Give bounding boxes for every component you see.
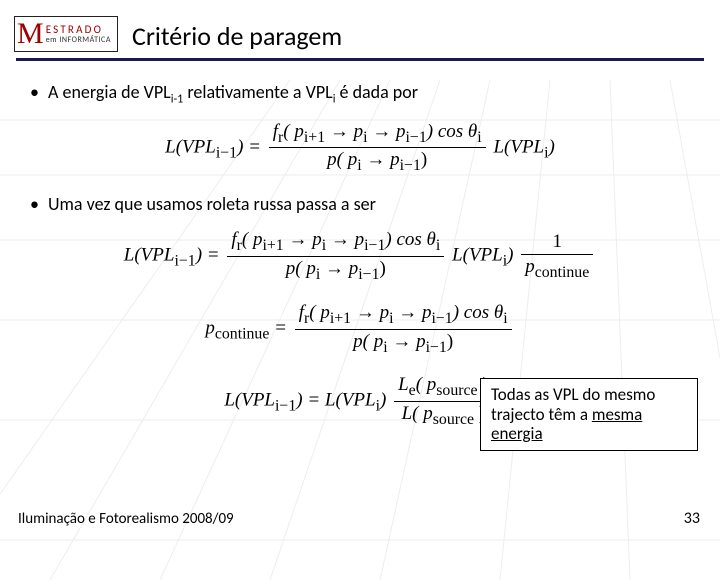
header: M ESTRADO em INFORMÁTICA Critério de par… xyxy=(0,0,720,58)
logo-line2: em INFORMÁTICA xyxy=(46,36,111,44)
page-title: Critério de paragem xyxy=(132,20,342,52)
formula-2: L(VPLi−1) = fr( pi+1 → pi → pi−1) cos θi… xyxy=(30,229,690,284)
formula-1: L(VPLi−1) = fr( pi+1 → pi → pi−1) cos θi… xyxy=(30,121,690,176)
footer-left: Iluminação e Fotorealismo 2008/09 xyxy=(18,510,234,528)
content: • A energia de VPLi-1 relativamente a VP… xyxy=(0,61,720,429)
b1-text: A energia de VPL xyxy=(48,81,171,103)
note-box: Todas as VPL do mesmo trajecto têm a mes… xyxy=(480,378,698,451)
logo-m: M xyxy=(17,19,44,49)
formula-3: pcontinue = fr( pi+1 → pi → pi−1) cos θi… xyxy=(30,302,690,357)
logo-line1: ESTRADO xyxy=(46,24,111,35)
page-number: 33 xyxy=(684,509,700,528)
b2-text: Uma vez que usamos roleta russa passa a … xyxy=(48,193,376,215)
bullet-1: • A energia de VPLi-1 relativamente a VP… xyxy=(30,81,690,107)
bullet-2: • Uma vez que usamos roleta russa passa … xyxy=(30,193,690,215)
logo: M ESTRADO em INFORMÁTICA xyxy=(14,16,118,52)
